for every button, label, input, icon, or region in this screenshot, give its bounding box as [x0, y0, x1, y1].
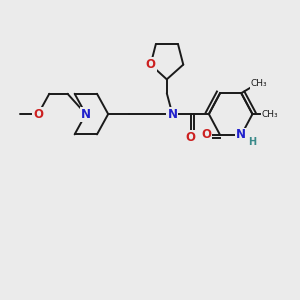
Text: O: O: [201, 128, 211, 142]
Text: O: O: [33, 108, 43, 121]
Text: H: H: [248, 137, 256, 147]
Text: O: O: [186, 131, 196, 144]
Text: N: N: [167, 108, 177, 121]
Text: CH₃: CH₃: [261, 110, 278, 118]
Text: O: O: [146, 58, 156, 71]
Text: CH₃: CH₃: [250, 79, 267, 88]
Text: N: N: [81, 108, 91, 121]
Text: N: N: [236, 128, 246, 142]
